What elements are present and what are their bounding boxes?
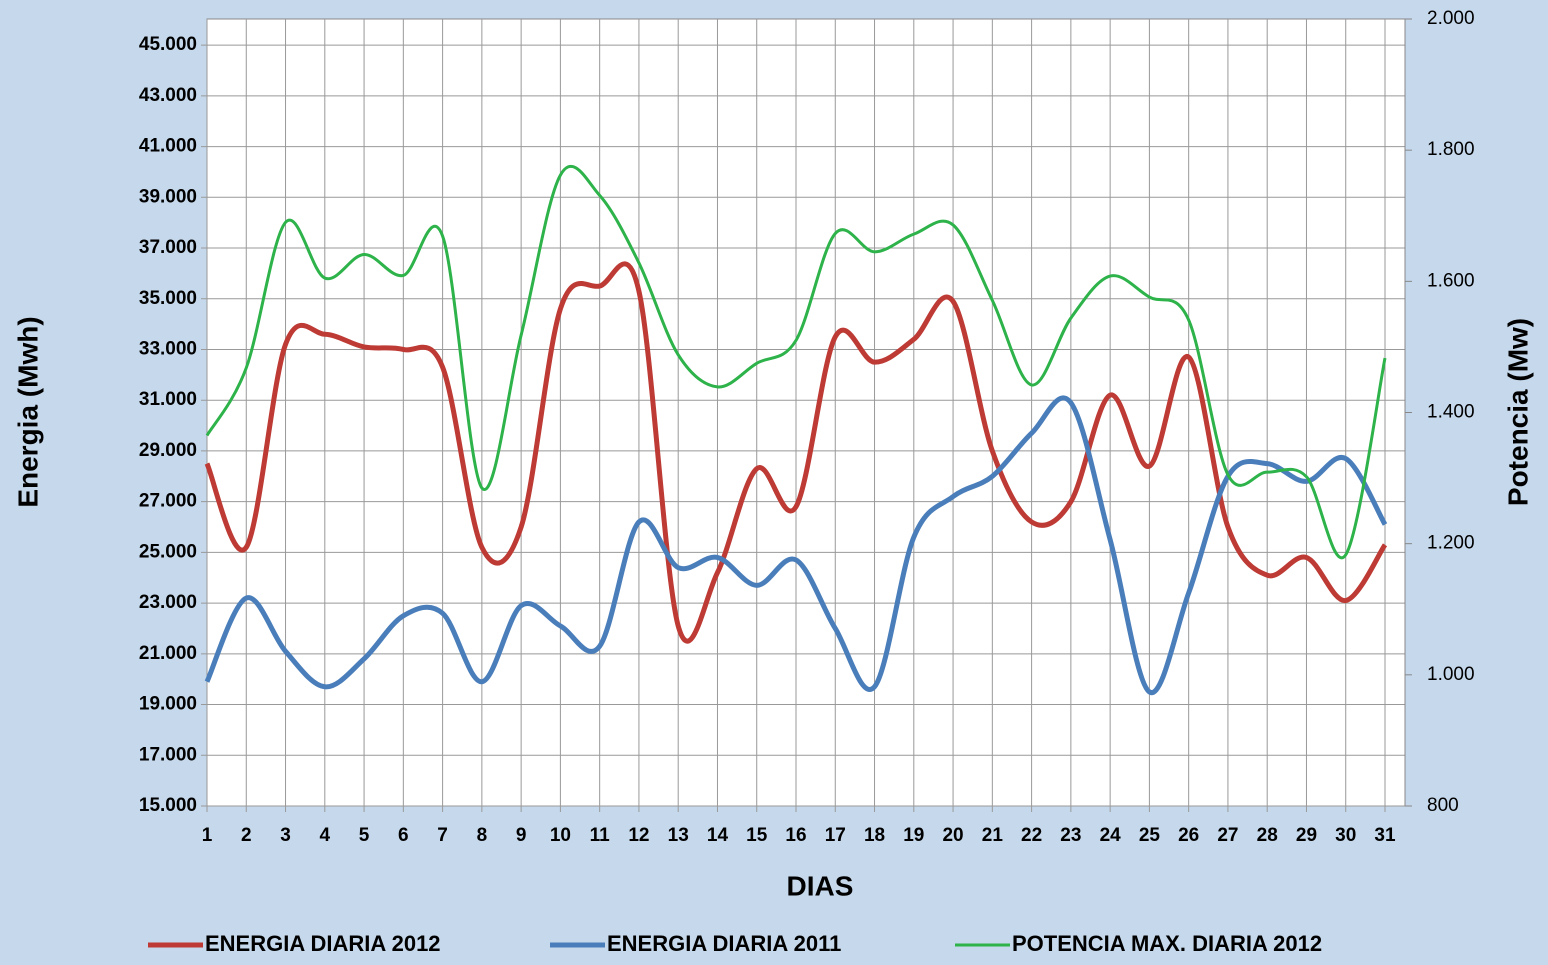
x-tick-label: 2 xyxy=(241,825,252,846)
y-tick-label: 45.000 xyxy=(139,34,197,55)
x-tick-label: 22 xyxy=(1021,825,1042,846)
y-tick-label: 37.000 xyxy=(139,237,197,258)
y-tick-label: 43.000 xyxy=(139,85,197,106)
x-tick-label: 19 xyxy=(903,825,924,846)
x-tick-label: 11 xyxy=(590,825,611,846)
legend-label: ENERGIA DIARIA 2012 xyxy=(205,931,441,956)
y2-tick-label rt: 1.400 xyxy=(1427,402,1475,423)
x-tick-label: 7 xyxy=(437,825,448,846)
y2-tick-label rt: 1.600 xyxy=(1427,270,1475,291)
x-tick-label: 4 xyxy=(320,825,331,846)
y-tick-label: 27.000 xyxy=(139,491,197,512)
x-tick-label: 8 xyxy=(477,825,488,846)
x-tick-label: 3 xyxy=(280,825,291,846)
x-tick-label: 13 xyxy=(668,825,689,846)
x-tick-label: 6 xyxy=(398,825,409,846)
x-tick-label: 10 xyxy=(550,825,571,846)
x-tick-label: 17 xyxy=(825,825,846,846)
y-tick-label: 21.000 xyxy=(139,643,197,664)
x-tick-label: 29 xyxy=(1296,825,1317,846)
x-tick-label: 24 xyxy=(1100,825,1122,846)
y-axis-title: Energia (Mwh) xyxy=(12,316,43,507)
plot-area xyxy=(206,18,1406,807)
x-axis-title: DIAS xyxy=(787,870,854,901)
x-tick-label: 18 xyxy=(864,825,885,846)
line-series xyxy=(204,395,1388,695)
y2-tick-label rt: 1.200 xyxy=(1427,533,1475,554)
y2-tick-label rt: 2.000 xyxy=(1427,8,1475,29)
y2-tick-label rt: 1.000 xyxy=(1427,664,1475,685)
y2-axis-title: Potencia (Mw) xyxy=(1502,318,1533,506)
y-tick-label: 39.000 xyxy=(139,186,197,207)
x-tick-label: 20 xyxy=(942,825,963,846)
x-tick-label: 21 xyxy=(982,825,1004,846)
y-tick-label: 23.000 xyxy=(139,592,197,613)
x-tick-label: 23 xyxy=(1060,825,1081,846)
x-tick-label: 28 xyxy=(1257,825,1278,846)
y2-tick-label rt: 800 xyxy=(1427,795,1459,816)
y2-tick-label rt: 1.800 xyxy=(1427,139,1475,160)
line-series xyxy=(205,165,1387,560)
legend-label: POTENCIA MAX. DIARIA 2012 xyxy=(1012,931,1322,956)
line-series xyxy=(204,261,1388,644)
x-tick-label: 14 xyxy=(707,825,729,846)
y-tick-label: 25.000 xyxy=(139,541,197,562)
x-tick-label: 9 xyxy=(516,825,527,846)
x-tick-label: 16 xyxy=(785,825,806,846)
x-tick-label: 1 xyxy=(202,825,213,846)
x-tick-label: 31 xyxy=(1374,825,1396,846)
y-tick-label: 19.000 xyxy=(139,694,197,715)
x-tick-label: 25 xyxy=(1139,825,1161,846)
y-tick-label: 31.000 xyxy=(139,389,197,410)
x-tick-label: 27 xyxy=(1217,825,1238,846)
y-tick-label: 41.000 xyxy=(139,136,197,157)
y-tick-label: 15.000 xyxy=(139,795,197,816)
x-tick-label: 15 xyxy=(746,825,768,846)
x-tick-label: 26 xyxy=(1178,825,1199,846)
y-tick-label: 29.000 xyxy=(139,440,197,461)
x-tick-label: 30 xyxy=(1335,825,1356,846)
x-tick-label: 12 xyxy=(628,825,649,846)
x-tick-label: 5 xyxy=(359,825,370,846)
y-tick-label: 33.000 xyxy=(139,338,197,359)
legend-label: ENERGIA DIARIA 2011 xyxy=(607,931,841,956)
y-tick-label: 17.000 xyxy=(139,744,197,765)
y-tick-label: 35.000 xyxy=(139,288,197,309)
